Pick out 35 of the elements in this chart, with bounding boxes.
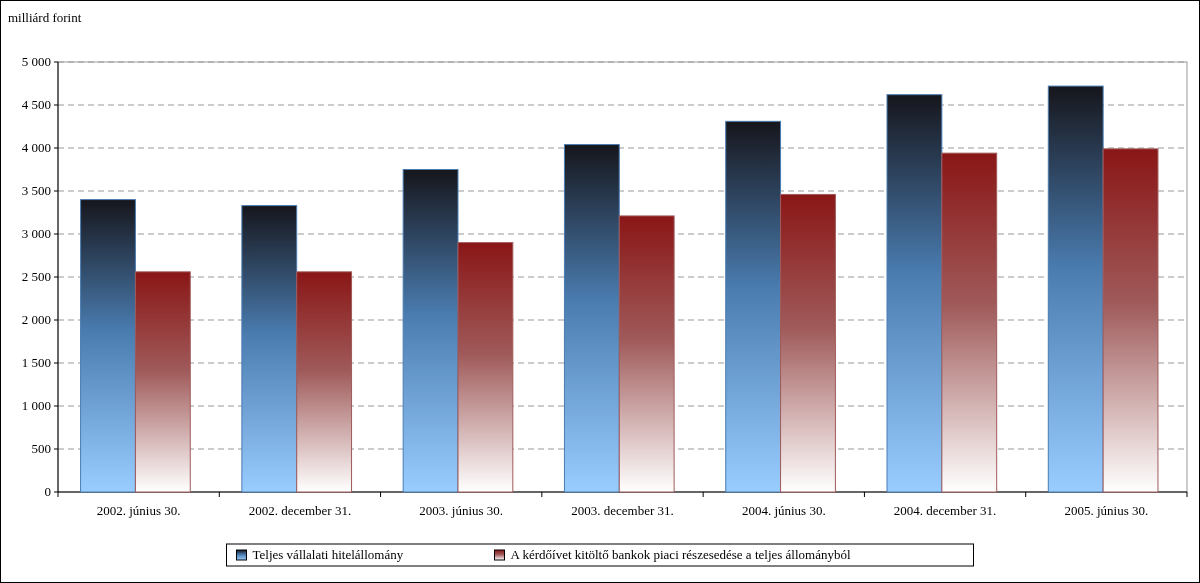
y-tick-label: 500	[31, 441, 51, 456]
y-tick-label: 1 000	[21, 398, 51, 413]
y-tick-label: 4 000	[21, 140, 51, 155]
bar	[80, 199, 136, 493]
y-tick-label: 4 500	[21, 97, 51, 112]
x-tick-label: 2005. június 30.	[1064, 503, 1149, 518]
x-tick-label: 2004. június 30.	[741, 503, 826, 518]
bar	[1102, 148, 1159, 493]
x-tick-label: 2003. december 31.	[571, 503, 674, 518]
x-tick-label: 2004. december 31.	[893, 503, 997, 518]
y-tick-label: 2 500	[21, 269, 51, 284]
bar	[725, 120, 782, 493]
legend-label: Teljes vállalati hitelállomány	[252, 547, 404, 562]
x-tick-label: 2002. december 31.	[248, 503, 352, 518]
bar	[941, 152, 998, 493]
bar	[457, 242, 514, 493]
y-tick-label: 1 500	[21, 355, 51, 370]
x-tick-label: 2002. június 30.	[96, 503, 181, 518]
y-tick-label: 2 000	[21, 312, 51, 327]
bar	[618, 215, 675, 493]
x-tick-label: 2003. június 30.	[419, 503, 504, 518]
y-tick-label: 3 500	[21, 183, 51, 198]
bar	[241, 205, 298, 493]
legend-label: A kérdőívet kitöltő bankok piaci részesedése a teljes állományból	[510, 547, 851, 562]
bar	[563, 144, 620, 493]
bar	[402, 169, 459, 493]
y-tick-label: 3 000	[21, 226, 51, 241]
bar	[296, 271, 353, 493]
y-tick-label: 0	[44, 484, 51, 499]
bar	[886, 94, 943, 493]
y-tick-label: 5 000	[21, 54, 51, 69]
y-axis-title: milliárd forint	[8, 10, 82, 25]
bar	[780, 193, 836, 493]
bar	[1047, 85, 1104, 493]
bar	[134, 271, 191, 493]
